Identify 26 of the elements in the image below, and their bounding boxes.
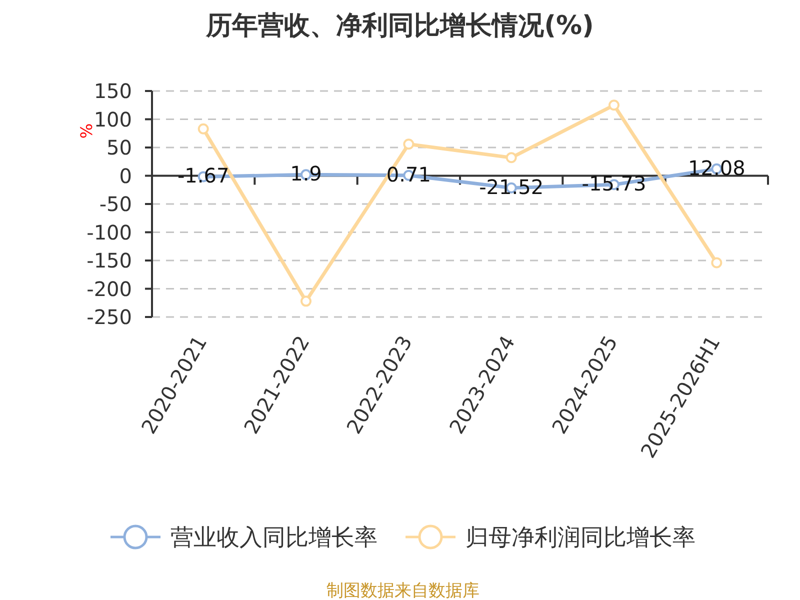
- data-label: 1.9: [290, 162, 322, 186]
- point: [403, 138, 414, 150]
- data-label: -21.52: [479, 174, 544, 199]
- point: [506, 152, 517, 164]
- chart-title: 历年营收、净利同比增长情况(%): [205, 11, 594, 41]
- y-tick-label: -50: [99, 192, 132, 216]
- point: [711, 257, 722, 268]
- y-tick-label: -250: [86, 305, 132, 329]
- point: [300, 296, 312, 307]
- y-tick-label: -100: [86, 220, 132, 244]
- point: [198, 123, 209, 134]
- y-tick-label: -150: [86, 248, 132, 272]
- legend-label: 营业收入同比增长率: [170, 525, 378, 551]
- y-tick-label: 150: [94, 79, 132, 103]
- point: [608, 100, 620, 111]
- text: 制图数据来自数据库: [326, 581, 480, 600]
- data-label: -1.67: [177, 164, 230, 188]
- data-label: -15.73: [582, 172, 646, 196]
- y-axis-title: %: [77, 123, 96, 139]
- y-tick-label: -200: [86, 276, 132, 301]
- data-label: 0.71: [386, 162, 431, 186]
- legend-label: 归母净利润同比增长率: [466, 525, 696, 551]
- y-tick-label: 50: [106, 136, 132, 160]
- data-label: 12.08: [688, 156, 746, 180]
- y-tick-label: 0: [119, 164, 132, 188]
- y-tick-label: 100: [94, 107, 132, 132]
